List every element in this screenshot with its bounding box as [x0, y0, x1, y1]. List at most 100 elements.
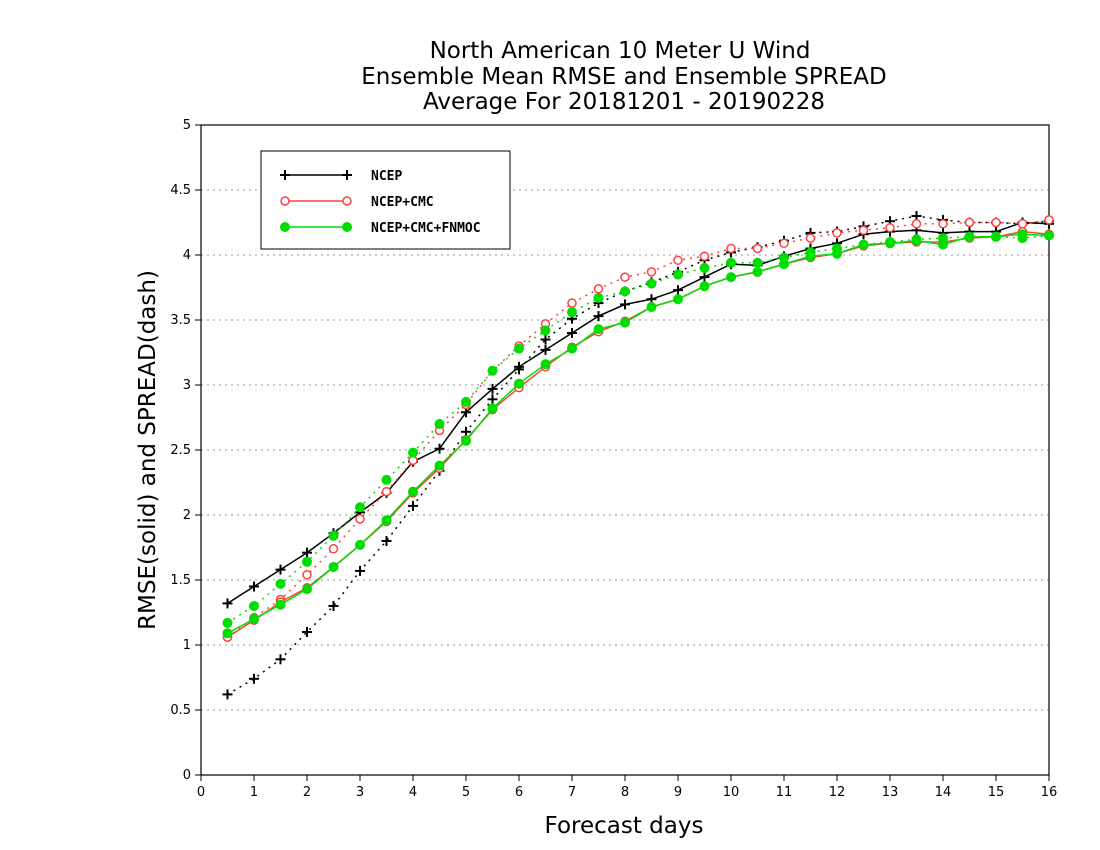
point-ncep-cmc-spread [593, 284, 604, 294]
point-ncep-cmc-spread [991, 217, 1001, 228]
point-ncep-cmc-spread [832, 228, 842, 238]
point-ncep-cmc-fnmoc-spread [328, 530, 339, 541]
point-ncep-spread [275, 654, 286, 665]
point-ncep-cmc-spread [1044, 215, 1054, 225]
point-ncep-rmse [302, 547, 312, 558]
point-ncep-cmc-fnmoc-rmse [991, 231, 1001, 242]
y-tick-label: 0.5 [170, 703, 191, 718]
point-ncep-spread [487, 394, 498, 405]
point-ncep-cmc-fnmoc-rmse [620, 317, 630, 328]
point-ncep-cmc-spread [328, 544, 339, 554]
series-ncep-cmc-rmse-line [227, 230, 1050, 638]
legend-label-ncep-cmc: NCEP+CMC [371, 195, 434, 210]
x-tick-label: 10 [723, 785, 740, 800]
x-tick-label: 13 [882, 785, 899, 800]
point-ncep-cmc-fnmoc-rmse [381, 515, 392, 526]
y-tick-label: 3.5 [170, 313, 191, 328]
series-ncep-cmc-fnmoc-rmse-line [227, 233, 1050, 634]
point-ncep-rmse [275, 564, 286, 575]
point-ncep-rmse [699, 272, 710, 283]
series [222, 211, 1054, 700]
point-ncep-cmc-fnmoc-rmse [461, 435, 471, 446]
point-ncep-cmc-spread [699, 251, 710, 262]
point-ncep-cmc-fnmoc-spread [540, 325, 551, 336]
point-ncep-cmc-fnmoc-spread [752, 257, 763, 268]
point-ncep-cmc-fnmoc-spread [249, 601, 259, 611]
y-tick-label: 5 [183, 118, 191, 133]
title-line-1: North American 10 Meter U Wind [430, 38, 811, 64]
point-ncep-spread [355, 565, 365, 576]
point-ncep-rmse [540, 344, 551, 355]
legend-box [260, 150, 511, 250]
point-ncep-rmse [620, 299, 630, 310]
y-tick-label: 2.5 [170, 443, 191, 458]
legend-marker-ncep [280, 170, 290, 180]
point-ncep-cmc-spread [911, 219, 922, 229]
point-ncep-cmc-fnmoc-rmse [593, 324, 604, 335]
x-tick-label: 6 [515, 785, 523, 800]
point-ncep-cmc-fnmoc-rmse [1017, 229, 1028, 240]
point-ncep-spread [222, 689, 233, 700]
point-ncep-spread [408, 500, 418, 511]
point-ncep-cmc-fnmoc-rmse [858, 239, 869, 250]
x-tick-label: 12 [829, 785, 846, 800]
point-ncep-cmc-fnmoc-rmse [222, 628, 233, 639]
point-ncep-cmc-fnmoc-rmse [408, 486, 418, 497]
point-ncep-cmc-fnmoc-rmse [885, 238, 895, 249]
point-ncep-rmse [567, 328, 577, 338]
point-ncep-cmc-fnmoc-rmse [726, 272, 736, 283]
point-ncep-spread [381, 536, 392, 546]
point-ncep-cmc-fnmoc-rmse [673, 294, 683, 305]
legend-label-ncep: NCEP [371, 169, 402, 184]
legend-marker-ncep-cmc-fnmoc [280, 222, 290, 232]
point-ncep-rmse [222, 598, 233, 609]
point-ncep-cmc-fnmoc-rmse [699, 281, 710, 292]
point-ncep-cmc-spread [355, 514, 365, 524]
point-ncep-spread [249, 673, 259, 684]
legend: NCEP NCEP+CMC NCEP+CMC+FNMOC [260, 150, 511, 250]
point-ncep-cmc-spread [938, 219, 948, 229]
point-ncep-rmse [249, 581, 259, 592]
point-ncep-cmc-fnmoc-rmse [514, 378, 524, 389]
x-tick-label: 14 [935, 785, 952, 800]
point-ncep-cmc-fnmoc-rmse [964, 231, 975, 242]
x-tick-label: 5 [462, 785, 470, 800]
y-axis-label: RMSE(solid) and SPREAD(dash) [135, 270, 161, 630]
gridlines [201, 189, 1049, 711]
x-tick-label: 9 [674, 785, 682, 800]
point-ncep-cmc-spread [1017, 219, 1028, 229]
point-ncep-rmse [487, 383, 498, 394]
point-ncep-cmc-spread [805, 233, 816, 243]
point-ncep-cmc-spread [885, 222, 895, 233]
legend-marker-ncep-cmc [280, 196, 290, 206]
point-ncep-cmc-spread [964, 217, 975, 228]
point-ncep-cmc-fnmoc-spread [487, 365, 498, 376]
point-ncep-cmc-fnmoc-rmse [275, 599, 286, 610]
series-ncep-cmc-fnmoc-spread-line [227, 234, 1050, 624]
point-ncep-cmc-fnmoc-rmse [302, 584, 312, 595]
point-ncep-cmc-fnmoc-rmse [434, 460, 445, 471]
point-ncep-cmc-spread [381, 486, 392, 497]
point-ncep-cmc-fnmoc-rmse [355, 539, 365, 550]
title-line-2: Ensemble Mean RMSE and Ensemble SPREAD [361, 64, 886, 90]
y-tick-label: 4.5 [170, 183, 191, 198]
point-ncep-cmc-fnmoc-rmse [805, 251, 816, 262]
point-ncep-cmc-fnmoc-spread [302, 556, 312, 567]
point-ncep-cmc-fnmoc-rmse [911, 235, 922, 246]
point-ncep-cmc-fnmoc-spread [355, 502, 365, 513]
point-ncep-cmc-spread [779, 238, 789, 249]
point-ncep-cmc-fnmoc-spread [567, 307, 577, 318]
series-ncep-cmc-spread-line [227, 219, 1050, 638]
x-tick-label: 15 [988, 785, 1005, 800]
y-tick-label: 0 [183, 768, 191, 783]
y-tick-label: 4 [183, 248, 191, 263]
point-ncep-spread [328, 601, 339, 611]
x-tick-label: 7 [568, 785, 576, 800]
point-ncep-spread [540, 334, 551, 345]
x-tick-label: 11 [776, 785, 793, 800]
point-ncep-cmc-spread [620, 272, 630, 282]
point-ncep-spread [302, 627, 312, 637]
point-ncep-cmc-fnmoc-spread [646, 278, 657, 289]
point-ncep-cmc-fnmoc-rmse [328, 562, 339, 572]
